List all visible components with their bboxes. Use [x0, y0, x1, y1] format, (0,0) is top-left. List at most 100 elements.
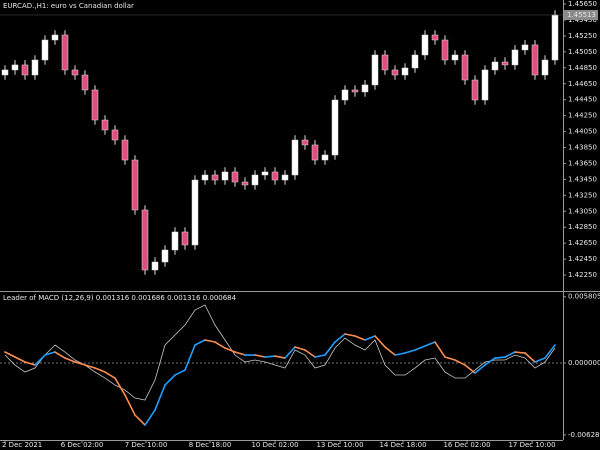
leader-segment [474, 364, 486, 374]
leader-segment [14, 356, 26, 363]
leader-segment [384, 346, 396, 356]
chart-title: EURCAD.,H1: euro vs Canadian dollar [3, 2, 134, 10]
y-tick-label: 1.42450 [568, 255, 597, 263]
candle-body [191, 179, 199, 246]
candle-body [261, 171, 269, 176]
y-tick-label: 1.44850 [568, 64, 597, 72]
candle-body [131, 159, 139, 211]
y-tick-label: 1.45650 [568, 0, 597, 8]
leader-segment [124, 394, 136, 416]
leader-segment [94, 367, 106, 373]
candle-body [1, 69, 9, 76]
leader-segment [154, 384, 166, 411]
candle-body [241, 181, 249, 186]
y-tick-label: -0.006289 [568, 431, 600, 439]
leader-segment [414, 345, 426, 351]
y-tick-label: 1.45450 [568, 16, 597, 24]
candle-body [421, 34, 429, 56]
candle-body [461, 54, 469, 81]
candle-body [31, 59, 39, 76]
candle-body [201, 174, 209, 181]
candle-body [331, 99, 339, 156]
leader-segment [394, 352, 406, 356]
x-tick-label: 2 Dec 2021 [2, 441, 42, 449]
candle-body [391, 69, 399, 76]
candle-body [121, 139, 129, 161]
candle-body [11, 64, 19, 71]
leader-segment [4, 351, 16, 358]
leader-segment [544, 344, 556, 359]
y-tick-label: 1.42650 [568, 239, 597, 247]
y-tick-label: 1.44050 [568, 128, 597, 136]
leader-segment [34, 354, 46, 366]
candle-body [401, 67, 409, 76]
leader-segment [454, 359, 466, 366]
y-tick-label: 1.43250 [568, 191, 597, 199]
candle-body [251, 174, 259, 186]
candle-body [41, 39, 49, 61]
candle-body [231, 171, 239, 183]
leader-segment [44, 351, 56, 356]
x-tick-label: 7 Dec 10:00 [125, 441, 168, 449]
candle-body [151, 261, 159, 271]
candle-body [501, 61, 509, 66]
y-tick-label: 1.42850 [568, 223, 597, 231]
x-tick-label: 13 Dec 10:00 [316, 441, 363, 449]
candle-body [161, 249, 169, 263]
candle-body [171, 231, 179, 251]
leader-segment [164, 374, 176, 386]
macd-line [4, 304, 556, 401]
leader-segment [114, 377, 126, 396]
leader-segment [104, 371, 116, 379]
leader-segment [24, 361, 36, 366]
x-tick-label: 6 Dec 02:00 [61, 441, 104, 449]
x-tick-label: 17 Dec 10:00 [508, 441, 555, 449]
candle-body [181, 231, 189, 246]
leader-segment [134, 414, 146, 426]
candle-body [481, 69, 489, 101]
leader-segment [74, 361, 86, 366]
y-tick-label: 1.44250 [568, 112, 597, 120]
candle-body [211, 174, 219, 181]
leader-segment [464, 364, 476, 374]
leader-segment [224, 347, 236, 353]
leader-segment [434, 341, 446, 358]
candle-body [411, 54, 419, 69]
leader-segment [294, 346, 306, 351]
leader-segment [184, 344, 196, 371]
candle-body [321, 154, 329, 161]
leader-segment [374, 335, 386, 348]
candle-body [81, 74, 89, 91]
y-tick-label: 1.44650 [568, 80, 597, 88]
x-tick-label: 16 Dec 02:00 [443, 441, 490, 449]
leader-segment [484, 357, 496, 366]
candle-body [281, 174, 289, 181]
candle-body [511, 49, 519, 66]
leader-segment [284, 346, 296, 359]
leader-segment [84, 364, 96, 369]
leader-segment [264, 355, 276, 358]
candle-body [141, 209, 149, 271]
leader-segment [304, 349, 316, 358]
candle-body [491, 61, 499, 71]
candle-body [101, 119, 109, 131]
candle-body [371, 54, 379, 86]
leader-segment [514, 351, 526, 354]
candle-body [51, 34, 59, 41]
candle-body [361, 84, 369, 93]
leader-segment [54, 351, 66, 359]
y-tick-label: 1.42250 [568, 271, 597, 279]
y-tick-label: 1.44450 [568, 96, 597, 104]
leader-segment [504, 351, 516, 358]
leader-segment [144, 409, 156, 426]
candle-body [531, 44, 539, 76]
leader-segment [324, 341, 336, 356]
last-price-box [564, 9, 598, 20]
candle-body [61, 34, 69, 71]
candle-body [471, 79, 479, 101]
leader-segment [234, 351, 246, 356]
leader-segment [444, 356, 456, 361]
candle-body [521, 44, 529, 51]
